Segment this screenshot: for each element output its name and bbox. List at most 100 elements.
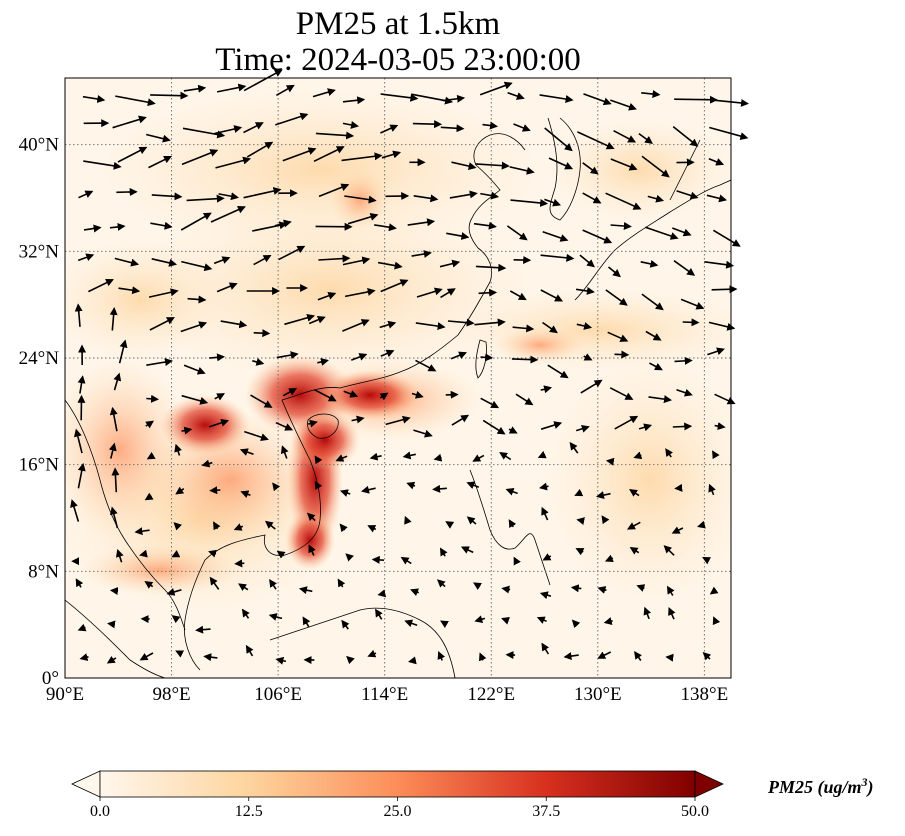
wind-arrow (547, 364, 569, 379)
wind-arrow (665, 448, 673, 458)
wind-arrow (151, 258, 178, 267)
wind-arrow (181, 260, 213, 272)
wind-arrow (708, 157, 725, 166)
wind-arrow (312, 88, 336, 98)
wind-arrow (511, 355, 539, 364)
wind-arrow (712, 450, 720, 460)
wind-arrow (680, 298, 705, 310)
wind-arrow (234, 559, 245, 568)
wind-arrow (663, 545, 675, 556)
wind-arrow (475, 161, 510, 170)
haze-east-pacific (550, 360, 731, 600)
wind-arrow (313, 146, 345, 163)
wind-arrow (379, 392, 389, 401)
wind-arrow (209, 576, 220, 590)
wind-arrow (440, 620, 449, 628)
wind-arrow (148, 155, 173, 169)
wind-arrow (539, 94, 574, 103)
wind-arrow (449, 190, 478, 199)
wind-arrow (369, 452, 382, 461)
wind-arrow (78, 190, 94, 199)
wind-arrow (313, 388, 337, 402)
wind-arrow (579, 254, 595, 268)
wind-arrow (510, 198, 549, 207)
wind-arrow (507, 91, 525, 100)
haze-north-china (100, 90, 540, 250)
wind-arrow (613, 129, 637, 143)
wind-arrow (111, 467, 120, 493)
wind-arrow (672, 125, 699, 147)
wind-arrow (276, 550, 286, 559)
wind-arrow (603, 617, 613, 625)
wind-arrow (269, 578, 277, 590)
wind-arrow (583, 353, 593, 361)
wind-arrow (181, 426, 193, 435)
wind-arrow (308, 544, 316, 556)
wind-arrow (213, 521, 221, 531)
wind-arrow (243, 122, 264, 134)
wind-arrow (275, 219, 292, 228)
wind-arrow (375, 608, 383, 620)
wind-arrow (307, 419, 318, 428)
wind-arrow (209, 353, 225, 362)
wind-arrow (239, 448, 254, 456)
wind-arrow (479, 81, 513, 96)
wind-arrow (515, 393, 534, 406)
wind-arrow (145, 420, 155, 429)
wind-arrow (682, 318, 700, 327)
wind-arrow (317, 291, 337, 301)
wind-arrow (450, 351, 467, 360)
wind-arrow (645, 330, 662, 341)
wind-arrow (473, 582, 482, 590)
wind-arrow (238, 583, 249, 592)
wind-arrow (246, 141, 274, 158)
wind-arrow (541, 506, 549, 521)
wind-arrow (437, 579, 446, 588)
wind-arrow (109, 587, 119, 595)
wind-arrow (601, 515, 610, 525)
wind-arrow (665, 653, 674, 662)
colorbar-body (99, 770, 696, 798)
lon-tick-label: 114°E (361, 684, 408, 705)
wind-arrow (351, 415, 365, 424)
wind-arrow (379, 320, 397, 329)
wind-arrow (709, 586, 719, 595)
wind-arrow (439, 259, 461, 268)
wind-arrow (540, 289, 564, 302)
wind-arrow (275, 656, 287, 665)
lat-tick-label: 24°N (19, 348, 60, 369)
wind-arrow (645, 226, 679, 240)
wind-arrow (341, 152, 383, 162)
wind-arrow (148, 288, 179, 298)
wind-arrow (610, 158, 638, 171)
wind-arrow (203, 653, 218, 662)
moderate-andaman (80, 545, 240, 595)
wind-arrow (182, 127, 226, 139)
wind-arrow (466, 481, 480, 489)
wind-arrow (638, 132, 653, 144)
wind-arrow (183, 364, 206, 375)
wind-arrow (175, 486, 185, 495)
wind-arrow (544, 198, 562, 207)
wind-arrow (218, 192, 239, 201)
wind-arrow (446, 232, 470, 240)
wind-arrow (540, 421, 563, 430)
wind-arrow (633, 451, 643, 460)
wind-arrow (542, 553, 552, 561)
wind-arrow (537, 450, 547, 459)
wind-arrow (508, 519, 517, 529)
wind-arrow (676, 388, 693, 397)
wind-arrow (445, 521, 455, 529)
wind-arrow (583, 93, 612, 106)
wind-arrow (146, 451, 156, 460)
wind-arrow (640, 259, 659, 268)
wind-arrow (576, 517, 585, 525)
wind-arrow (243, 69, 283, 92)
wind-arrow (342, 256, 371, 266)
wind-arrow (250, 394, 273, 408)
wind-arrow (513, 123, 531, 132)
wind-arrow (253, 254, 272, 266)
wind-arrow (570, 584, 582, 593)
wind-arrow (548, 157, 574, 170)
